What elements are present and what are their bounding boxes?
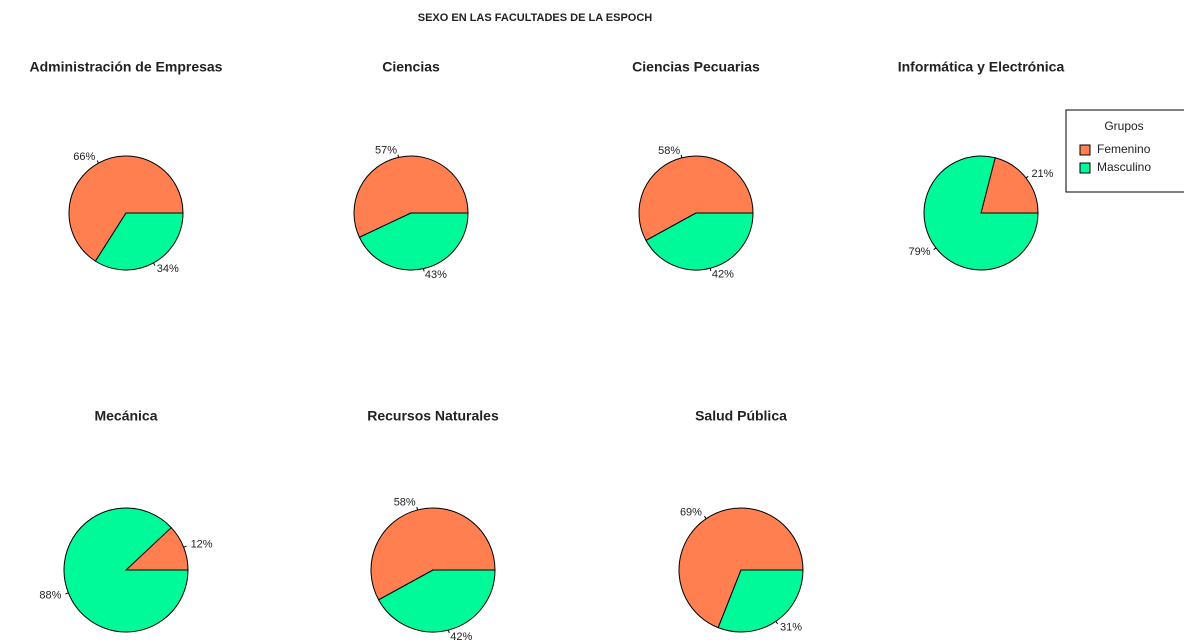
slice-label: 58% — [394, 497, 416, 509]
slice-label: 42% — [712, 269, 734, 281]
chart-title: SEXO EN LAS FACULTADES DE LA ESPOCH — [418, 12, 653, 24]
label-tick — [1025, 175, 1029, 179]
pie-slice — [717, 569, 804, 633]
label-tick — [709, 268, 712, 272]
label-tick — [703, 515, 707, 520]
pie-title: Administración de Empresas — [30, 59, 223, 75]
pie-title: Informática y Electrónica — [898, 59, 1065, 75]
slice-label: 12% — [191, 538, 213, 550]
pie-slice — [370, 507, 496, 601]
label-tick — [775, 620, 779, 625]
label-tick — [65, 592, 69, 595]
pie-slice — [923, 155, 1039, 271]
pie-slice — [68, 155, 184, 262]
slice-label: 57% — [375, 145, 397, 157]
pie-slice — [678, 507, 804, 629]
pie-slice — [353, 155, 469, 238]
legend-title: Grupos — [1104, 119, 1143, 133]
slice-label: 79% — [909, 246, 931, 258]
pie-title: Mecánica — [94, 408, 157, 424]
slice-label: 66% — [73, 151, 95, 163]
label-tick — [397, 154, 400, 158]
pie-title: Ciencias Pecuarias — [632, 59, 760, 75]
pie-slice — [63, 507, 189, 633]
pie-title: Ciencias — [382, 59, 440, 75]
slice-label: 69% — [680, 506, 702, 518]
label-tick — [416, 506, 419, 511]
pie-title: Salud Pública — [695, 408, 787, 424]
pie-slice — [645, 212, 754, 271]
slice-label: 42% — [450, 631, 472, 643]
label-tick — [183, 545, 187, 548]
pie-slice — [980, 157, 1039, 214]
slice-label: 43% — [425, 269, 447, 281]
slice-label: 21% — [1031, 168, 1053, 180]
slice-label: 58% — [658, 145, 680, 157]
legend-label: Masculino — [1097, 160, 1151, 174]
label-tick — [96, 160, 99, 164]
slice-label: 31% — [780, 621, 802, 633]
slice-label: 34% — [157, 263, 179, 275]
label-tick — [447, 629, 450, 634]
legend-label: Femenino — [1097, 142, 1151, 156]
label-tick — [933, 247, 937, 251]
label-tick — [680, 154, 683, 158]
pie-slice — [358, 212, 469, 271]
legend-swatch — [1079, 144, 1091, 156]
label-tick — [153, 262, 156, 266]
pie-title: Recursos Naturales — [367, 408, 499, 424]
pie-slice — [377, 569, 496, 633]
slice-label: 88% — [39, 589, 61, 601]
label-tick — [422, 268, 425, 272]
legend-swatch — [1079, 162, 1091, 174]
